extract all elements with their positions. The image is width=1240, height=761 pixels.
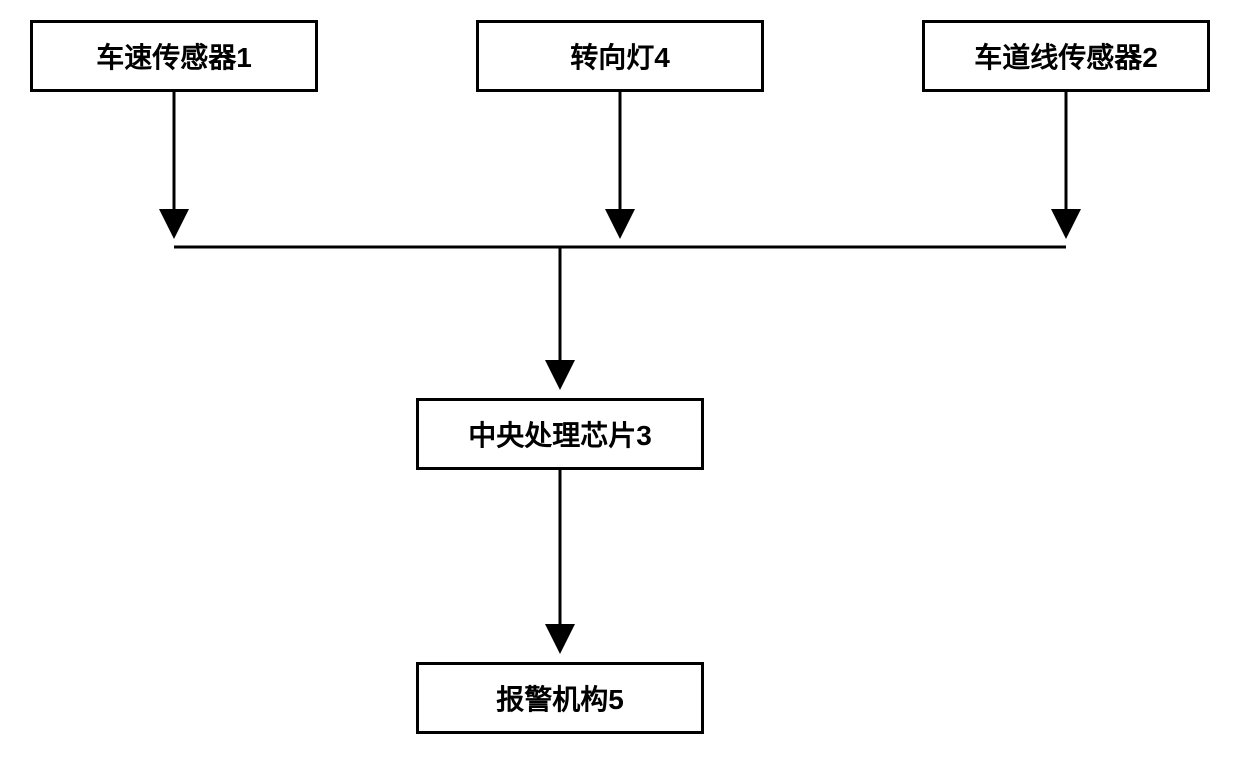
node-lane-sensor: 车道线传感器2 — [922, 20, 1210, 92]
node-alarm: 报警机构5 — [416, 662, 704, 734]
node-turn-signal-label: 转向灯4 — [570, 36, 670, 76]
node-turn-signal: 转向灯4 — [476, 20, 764, 92]
node-speed-sensor-label: 车速传感器1 — [96, 36, 252, 76]
node-lane-sensor-label: 车道线传感器2 — [974, 36, 1158, 76]
flowchart-diagram: 车速传感器1 转向灯4 车道线传感器2 中央处理芯片3 报警机构5 — [0, 0, 1240, 761]
node-central-chip-label: 中央处理芯片3 — [468, 414, 652, 454]
node-speed-sensor: 车速传感器1 — [30, 20, 318, 92]
node-alarm-label: 报警机构5 — [496, 678, 624, 718]
edges-svg — [0, 0, 1240, 761]
node-central-chip: 中央处理芯片3 — [416, 398, 704, 470]
